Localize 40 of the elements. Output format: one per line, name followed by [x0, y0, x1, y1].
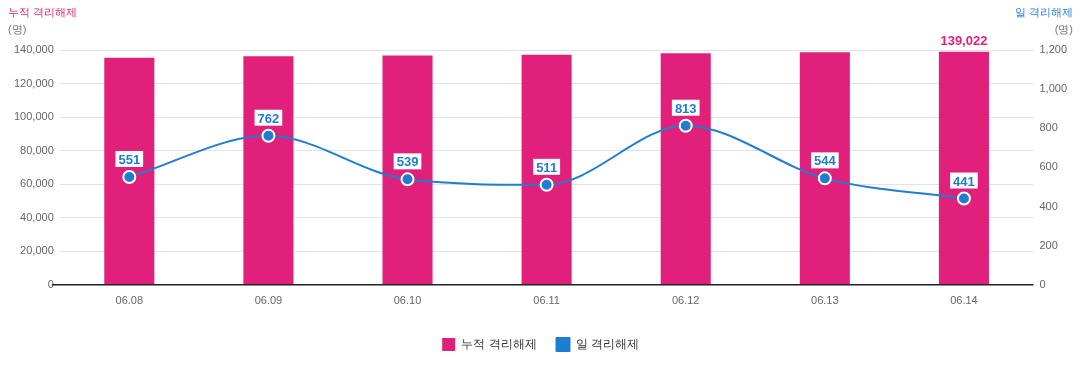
point	[400, 172, 415, 187]
legend-label: 일 격리해제	[575, 336, 639, 351]
x-tick-label: 06.13	[811, 294, 839, 307]
data-label: 441	[953, 173, 975, 189]
data-label: 544	[813, 153, 837, 169]
y2-tick-label: 0	[1039, 277, 1046, 290]
y2-axis-title: 일 격리해제 (명)	[1014, 5, 1073, 37]
y-tick-label: 140,000	[14, 43, 54, 56]
point	[817, 171, 832, 186]
data-label: 511	[536, 159, 558, 175]
point	[539, 177, 554, 192]
point	[261, 128, 276, 143]
y-tick-label: 80,000	[20, 143, 54, 156]
y2-tick-label: 200	[1039, 238, 1058, 251]
legend-label: 누적 격리해제	[461, 336, 537, 351]
y2-tick-label: 1,000	[1039, 82, 1067, 95]
x-tick-label: 06.14	[950, 294, 978, 307]
y2-tick-label: 600	[1039, 160, 1058, 173]
y-tick-label: 100,000	[14, 110, 54, 123]
data-label: 762	[257, 110, 280, 126]
y2-tick-label: 400	[1039, 199, 1058, 212]
x-tick-label: 06.09	[254, 294, 283, 307]
y-tick-label: 20,000	[20, 244, 54, 257]
y-tick-label: 60,000	[20, 177, 54, 190]
y-tick-label: 40,000	[20, 210, 54, 223]
y2-tick-label: 1,200	[1039, 43, 1067, 56]
data-label: 539	[396, 154, 419, 170]
x-tick-label: 06.12	[671, 294, 700, 307]
data-label: 139,022	[940, 32, 988, 48]
y-tick-label: 120,000	[14, 76, 54, 89]
point	[678, 118, 693, 133]
x-tick-label: 06.11	[533, 294, 560, 307]
y2-tick-label: 800	[1039, 121, 1058, 134]
y-axis-title: 누적 격리해제 (명)	[8, 5, 78, 37]
data-label: 551	[118, 152, 141, 168]
point	[956, 191, 971, 206]
data-label: 813	[674, 100, 697, 116]
point	[122, 169, 137, 184]
x-tick-label: 06.08	[115, 294, 144, 307]
x-tick-label: 06.10	[393, 294, 422, 307]
